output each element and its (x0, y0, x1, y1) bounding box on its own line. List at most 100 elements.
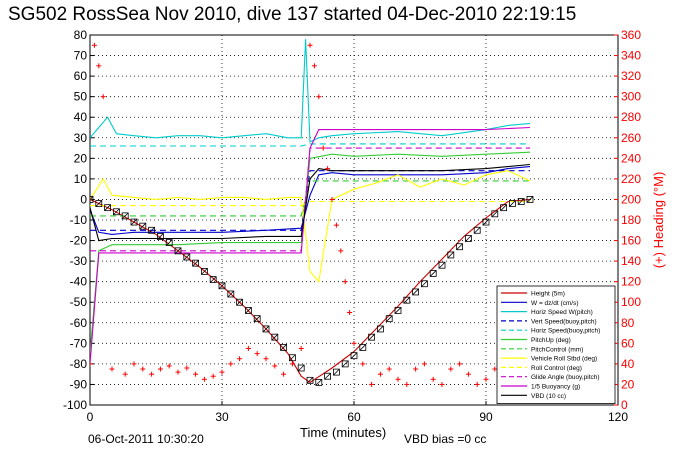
series-line-height-5m (90, 198, 531, 384)
heading-point (421, 361, 427, 367)
depth-marker (526, 196, 534, 203)
depth-marker-cross (245, 307, 252, 314)
depth-marker (359, 344, 367, 351)
depth-marker (174, 247, 182, 255)
depth-marker-box (482, 218, 490, 226)
depth-marker (288, 354, 296, 362)
depth-marker-box (165, 239, 173, 247)
depth-marker-cross (253, 315, 261, 322)
depth-marker-box (438, 261, 446, 269)
depth-marker (236, 298, 244, 306)
depth-marker-cross (157, 233, 164, 240)
depth-marker (121, 212, 129, 220)
y2-tick-label: 360 (621, 28, 641, 42)
depth-marker-cross (236, 298, 243, 306)
depth-marker-box (350, 352, 358, 360)
depth-marker (130, 218, 138, 226)
depth-marker-cross (174, 247, 182, 255)
chart-title: SG502 RossSea Nov 2010, dive 137 started… (8, 4, 577, 25)
depth-marker-box (508, 200, 516, 207)
depth-marker (297, 364, 305, 372)
series-line-vehicle-roll-stbd-deg (90, 170, 531, 283)
series-line-horiz-speed-w-pitch (90, 39, 531, 143)
heading-point (413, 366, 419, 372)
depth-marker-box (183, 253, 191, 261)
depth-marker-box (420, 280, 428, 288)
y2-tick-label: 120 (621, 275, 641, 289)
depth-marker (306, 376, 314, 384)
heading-point (404, 381, 410, 387)
legend: Height (5m) W = dz/dt (cm/s) Horiz Speed W… (496, 285, 616, 404)
depth-marker (183, 253, 191, 261)
heading-point (91, 42, 97, 48)
depth-marker (139, 222, 147, 230)
depth-marker-cross (113, 208, 120, 216)
depth-marker (104, 204, 111, 212)
y2-tick-label: 80 (621, 316, 635, 330)
depth-marker (491, 210, 499, 218)
depth-marker-cross (192, 259, 199, 267)
depth-marker-box (368, 333, 376, 341)
depth-marker-box (403, 296, 411, 304)
depth-marker-cross (183, 253, 191, 261)
heading-point (219, 369, 225, 375)
heading-point (237, 356, 243, 362)
depth-marker-box (341, 360, 349, 368)
depth-marker (464, 235, 472, 242)
depth-marker-box (394, 307, 402, 314)
depth-marker (165, 239, 173, 247)
depth-marker-box (332, 368, 340, 376)
depth-marker (385, 315, 393, 323)
depth-marker-cross (104, 204, 111, 211)
depth-marker-box (517, 198, 525, 205)
footer-vbd-bias: VBD bias =0 cc (404, 432, 487, 446)
depth-marker (482, 218, 490, 226)
depth-marker-cross (526, 196, 534, 203)
depth-marker-box (90, 196, 94, 203)
depth-marker (227, 290, 235, 298)
heading-point (430, 376, 436, 382)
y2-tick-label: 320 (621, 69, 641, 83)
y2-tick-label: 300 (621, 90, 641, 104)
depth-marker-cross (289, 354, 296, 362)
depth-marker (368, 333, 376, 341)
depth-marker (192, 259, 200, 267)
legend-label: Horiz Speed(buoy,pitch) (531, 328, 600, 335)
depth-marker-box (174, 247, 182, 255)
y2-tick-label: 100 (621, 295, 641, 309)
depth-marker-cross (438, 261, 446, 269)
depth-marker-cross (509, 200, 516, 207)
depth-marker (508, 200, 516, 207)
y-tick-label: -20 (70, 234, 88, 248)
heading-point (369, 381, 375, 387)
heading-point (140, 366, 146, 372)
heading-point (333, 222, 339, 228)
depth-marker-cross (130, 218, 138, 226)
legend-label: Glide Angle (buoy,pitch) (531, 374, 600, 381)
heading-point (298, 345, 304, 351)
depth-marker-cross (368, 333, 375, 341)
depth-marker (403, 296, 411, 304)
heading-point (329, 196, 335, 202)
heading-point (272, 363, 278, 369)
heading-point (90, 361, 93, 367)
depth-marker-box (464, 235, 472, 242)
x-tick-label: 60 (347, 410, 361, 424)
depth-marker-cross (280, 344, 287, 351)
series-group (90, 39, 534, 387)
x-tick-label: 0 (87, 410, 94, 424)
y-tick-label: 20 (74, 151, 88, 165)
depth-marker-cross (456, 243, 463, 251)
y2-tick-label: 260 (621, 131, 641, 145)
heading-point (263, 356, 269, 362)
depth-marker-cross (262, 325, 270, 333)
depth-marker (218, 282, 226, 290)
depth-marker-box (121, 212, 129, 220)
heading-point (342, 279, 348, 285)
depth-marker-cross (227, 290, 235, 298)
depth-marker-box (288, 354, 296, 362)
depth-marker-cross (500, 204, 507, 211)
y2-axis-label: (+) Heading (°M) (651, 172, 666, 269)
heading-point (465, 371, 471, 377)
depth-marker-box (218, 282, 226, 290)
